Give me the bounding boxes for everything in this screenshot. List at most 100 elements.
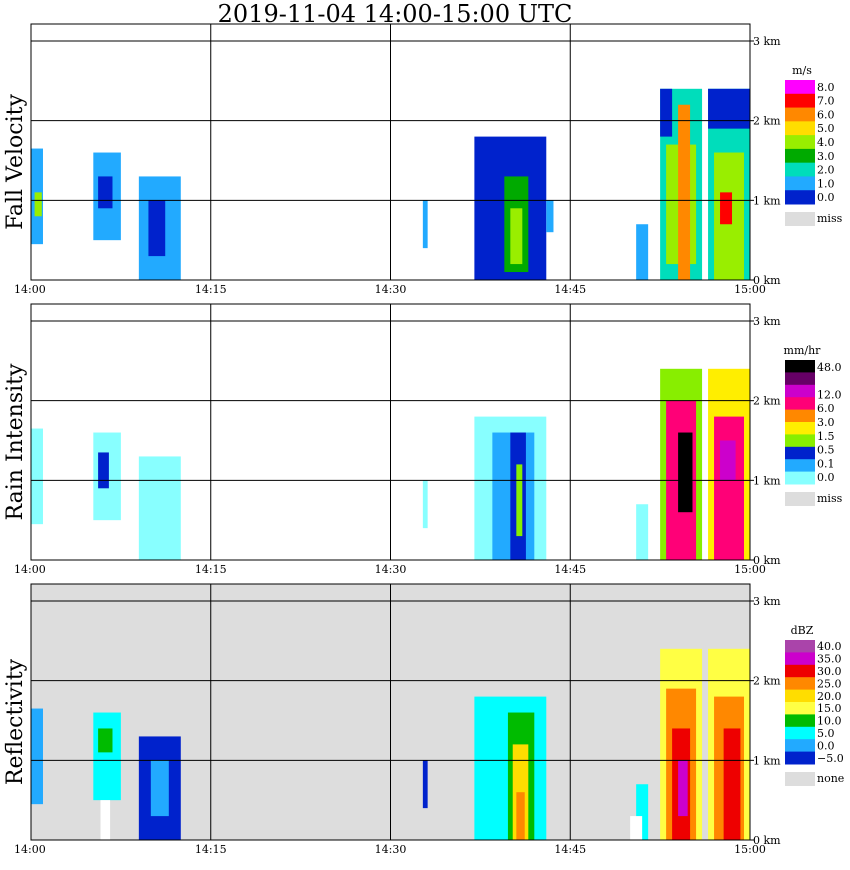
- colorbar-swatch-4: [785, 135, 815, 150]
- colorbar-swatch-2: [785, 664, 815, 678]
- colorbar-swatch-4: [785, 409, 815, 423]
- data-cell-12: [678, 432, 693, 513]
- reflectivity-panel: 0 km 1 km 2 km 3 km 14:00 14:15 14:30 14:45 15:0…: [3, 583, 844, 856]
- colorbar-swatch-2: [785, 384, 815, 398]
- colorbar-miss-label: miss: [817, 212, 843, 225]
- data-cell-11: [636, 784, 649, 840]
- colorbar-swatch-9: [785, 751, 815, 765]
- colorbar-miss-label: miss: [817, 492, 843, 505]
- colorbar-label-0: 8.0: [817, 81, 835, 94]
- y-tick-label-3-km: 3 km: [753, 35, 781, 48]
- data-cell-14: [678, 104, 691, 280]
- colorbar-swatch-3: [785, 121, 815, 136]
- y-tick-label-0-km: 0 km: [753, 274, 781, 287]
- data-cell-15: [720, 440, 736, 481]
- colorbar-swatch-0: [785, 640, 815, 653]
- colorbar-label-7: 0.1: [817, 457, 835, 470]
- colorbar-units: dBZ: [791, 624, 814, 637]
- colorbar-label-8: 0.0: [817, 191, 835, 204]
- colorbar-miss-swatch: [785, 212, 815, 226]
- data-cell-10: [516, 792, 525, 840]
- colorbar-swatch-8: [785, 459, 815, 473]
- colorbar-units: m/s: [792, 64, 812, 77]
- data-cell-19: [723, 728, 741, 840]
- plot-frame: [30, 303, 751, 561]
- colorbar-miss-swatch: [785, 492, 815, 506]
- colorbar-swatch-8: [785, 739, 815, 753]
- data-cell-4: [422, 480, 428, 529]
- colorbar-label-2: 6.0: [817, 108, 835, 121]
- colorbar-label-4: 20.0: [817, 690, 842, 703]
- colorbar-label-6: 10.0: [817, 715, 842, 728]
- colorbar-label-2: 12.0: [817, 388, 842, 401]
- rain-intensity-panel: 0 km 1 km 2 km 3 km 14:00 14:15 14:30 14:45 15:0…: [3, 303, 843, 576]
- plot-frame: [30, 23, 751, 281]
- colorbar-swatch-2: [785, 107, 815, 122]
- colorbar-label-7: 1.0: [817, 177, 835, 190]
- y-tick-label-3-km: 3 km: [753, 595, 781, 608]
- colorbar-swatch-6: [785, 714, 815, 728]
- colorbar-swatch-6: [785, 434, 815, 448]
- chart-title: 2019-11-04 14:00-15:00 UTC: [217, 0, 573, 28]
- data-cell-15: [660, 88, 673, 137]
- data-cell-12: [630, 816, 643, 840]
- x-tick-label-15-00: 15:00: [734, 843, 766, 856]
- colorbar-miss-swatch: [785, 772, 815, 786]
- colorbar-label-1: 7.0: [817, 95, 835, 108]
- data-cell-5: [148, 200, 166, 257]
- colorbar-swatch-9: [785, 471, 815, 485]
- data-cell-3: [98, 176, 113, 209]
- data-cell-11: [636, 224, 649, 280]
- data-cell-6: [422, 760, 428, 809]
- colorbar-label-2: 30.0: [817, 665, 842, 678]
- colorbar-swatch-5: [785, 702, 815, 715]
- colorbar-label-0: 40.0: [817, 640, 842, 653]
- colorbar-label-5: 15.0: [817, 702, 842, 715]
- colorbar-swatch-5: [785, 148, 815, 164]
- data-cell-0: [31, 428, 43, 525]
- data-cell-10: [546, 200, 554, 233]
- colorbar-swatch-6: [785, 162, 815, 177]
- colorbar-label-3: 6.0: [817, 402, 835, 415]
- x-tick-label-14-45: 14:45: [554, 843, 586, 856]
- x-tick-label-14-30: 14:30: [375, 283, 407, 296]
- x-tick-label-14-15: 14:15: [195, 563, 227, 576]
- colorbar-label-7: 5.0: [817, 727, 835, 740]
- y-tick-label-1-km: 1 km: [753, 754, 781, 767]
- y-tick-label-0-km: 0 km: [753, 554, 781, 567]
- data-cell-6: [422, 200, 428, 249]
- y-tick-label-0-km: 0 km: [753, 834, 781, 847]
- x-tick-label-14-45: 14:45: [554, 563, 586, 576]
- data-cell-2: [98, 452, 109, 489]
- data-cell-3: [100, 800, 111, 840]
- data-cell-16: [678, 760, 688, 817]
- x-tick-label-14-00: 14:00: [14, 283, 46, 296]
- colorbar-label-3: 25.0: [817, 677, 842, 690]
- y-axis-label: Rain Intensity: [3, 363, 28, 520]
- y-axis-label: Fall Velocity: [3, 94, 28, 230]
- colorbar-label-6: 0.5: [817, 444, 835, 457]
- colorbar-label-4: 4.0: [817, 136, 835, 149]
- colorbar-swatch-3: [785, 397, 815, 411]
- colorbar-label-5: 1.5: [817, 430, 835, 443]
- colorbar-miss-label: none: [817, 772, 844, 785]
- plot-frame: [30, 583, 751, 841]
- data-cell-9: [510, 208, 523, 265]
- x-tick-label-14-30: 14:30: [375, 843, 407, 856]
- colorbar-label-3: 5.0: [817, 122, 835, 135]
- colorbar-units: mm/hr: [784, 344, 822, 357]
- colorbar-swatch-7: [785, 446, 815, 460]
- data-cell-5: [150, 760, 169, 817]
- colorbar-swatch-0: [785, 80, 815, 95]
- y-tick-label-2-km: 2 km: [753, 395, 781, 408]
- colorbar-label-5: 3.0: [817, 150, 835, 163]
- x-tick-label-14-00: 14:00: [14, 843, 46, 856]
- y-tick-label-3-km: 3 km: [753, 315, 781, 328]
- y-tick-label-1-km: 1 km: [753, 474, 781, 487]
- data-cell-14: [714, 416, 745, 560]
- y-tick-label-1-km: 1 km: [753, 194, 781, 207]
- colorbar-swatch-7: [785, 176, 815, 191]
- colorbar-swatch-5: [785, 422, 815, 435]
- colorbar-swatch-3: [785, 677, 815, 691]
- data-cell-3: [138, 456, 181, 560]
